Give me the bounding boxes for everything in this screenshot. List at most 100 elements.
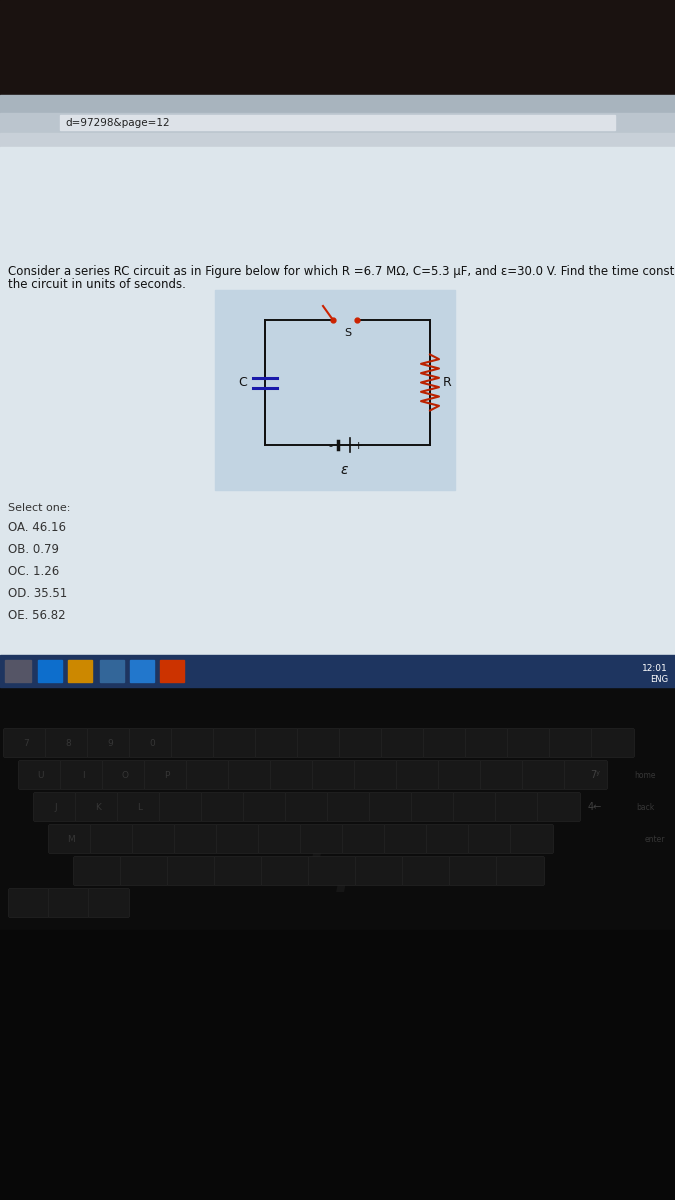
Text: I: I	[82, 770, 84, 780]
FancyBboxPatch shape	[537, 792, 580, 822]
FancyBboxPatch shape	[45, 728, 88, 757]
FancyBboxPatch shape	[18, 761, 61, 790]
FancyBboxPatch shape	[412, 792, 454, 822]
FancyBboxPatch shape	[144, 761, 188, 790]
FancyBboxPatch shape	[495, 792, 539, 822]
FancyBboxPatch shape	[76, 792, 119, 822]
FancyBboxPatch shape	[61, 761, 103, 790]
FancyBboxPatch shape	[88, 888, 130, 918]
FancyBboxPatch shape	[591, 728, 634, 757]
FancyBboxPatch shape	[466, 728, 508, 757]
Text: O: O	[122, 770, 128, 780]
FancyBboxPatch shape	[202, 792, 244, 822]
FancyBboxPatch shape	[261, 857, 310, 886]
Bar	[0, 686, 675, 1200]
FancyBboxPatch shape	[132, 824, 176, 853]
Text: hp: hp	[305, 848, 369, 892]
FancyBboxPatch shape	[308, 857, 356, 886]
Text: 7ʸ: 7ʸ	[590, 770, 600, 780]
FancyBboxPatch shape	[369, 792, 412, 822]
FancyBboxPatch shape	[256, 728, 298, 757]
Text: Select one:: Select one:	[8, 503, 70, 514]
Bar	[38, 660, 62, 682]
FancyBboxPatch shape	[423, 728, 466, 757]
Text: L: L	[138, 803, 142, 811]
Bar	[0, 146, 675, 655]
FancyBboxPatch shape	[300, 824, 344, 853]
FancyBboxPatch shape	[175, 824, 217, 853]
Text: +: +	[354, 440, 363, 451]
Bar	[0, 95, 675, 113]
Bar	[0, 133, 675, 146]
Text: 9: 9	[107, 738, 113, 748]
Text: OE. 56.82: OE. 56.82	[8, 608, 65, 622]
FancyBboxPatch shape	[481, 761, 524, 790]
Text: Consider a series RC circuit as in Figure below for which R =6.7 MΩ, C=5.3 μF, a: Consider a series RC circuit as in Figur…	[8, 265, 675, 278]
Text: 8: 8	[65, 738, 71, 748]
FancyBboxPatch shape	[90, 824, 134, 853]
Text: 0: 0	[149, 738, 155, 748]
Bar	[0, 655, 675, 686]
FancyBboxPatch shape	[271, 761, 313, 790]
FancyBboxPatch shape	[454, 792, 497, 822]
FancyBboxPatch shape	[244, 792, 286, 822]
FancyBboxPatch shape	[286, 792, 329, 822]
Bar	[0, 0, 675, 95]
Text: 12:01: 12:01	[642, 664, 668, 673]
Text: 7: 7	[23, 738, 29, 748]
FancyBboxPatch shape	[354, 761, 398, 790]
Bar	[215, 290, 455, 490]
FancyBboxPatch shape	[49, 888, 90, 918]
FancyBboxPatch shape	[439, 761, 481, 790]
Bar	[0, 113, 675, 133]
FancyBboxPatch shape	[508, 728, 551, 757]
FancyBboxPatch shape	[468, 824, 512, 853]
Text: enter: enter	[645, 834, 666, 844]
FancyBboxPatch shape	[159, 792, 202, 822]
FancyBboxPatch shape	[186, 761, 230, 790]
Bar	[60, 115, 615, 130]
FancyBboxPatch shape	[3, 728, 47, 757]
FancyBboxPatch shape	[217, 824, 259, 853]
Bar	[5, 660, 31, 682]
Bar	[130, 660, 154, 682]
Text: U: U	[38, 770, 45, 780]
Text: 4←: 4←	[588, 802, 602, 812]
Text: home: home	[634, 770, 655, 780]
FancyBboxPatch shape	[450, 857, 497, 886]
Bar	[68, 660, 92, 682]
FancyBboxPatch shape	[259, 824, 302, 853]
FancyBboxPatch shape	[356, 857, 404, 886]
Bar	[160, 660, 184, 682]
FancyBboxPatch shape	[49, 824, 92, 853]
FancyBboxPatch shape	[402, 857, 450, 886]
Bar	[0, 930, 675, 1200]
FancyBboxPatch shape	[213, 728, 256, 757]
FancyBboxPatch shape	[342, 824, 385, 853]
Text: OA. 46.16: OA. 46.16	[8, 521, 66, 534]
FancyBboxPatch shape	[103, 761, 146, 790]
FancyBboxPatch shape	[510, 824, 554, 853]
Text: OC. 1.26: OC. 1.26	[8, 565, 59, 578]
FancyBboxPatch shape	[117, 792, 161, 822]
Text: -: -	[328, 440, 332, 451]
FancyBboxPatch shape	[381, 728, 425, 757]
Bar	[100, 660, 124, 682]
Text: ENG: ENG	[650, 674, 668, 684]
FancyBboxPatch shape	[396, 761, 439, 790]
Text: C: C	[238, 376, 247, 389]
FancyBboxPatch shape	[313, 761, 356, 790]
FancyBboxPatch shape	[9, 888, 49, 918]
Text: J: J	[55, 803, 57, 811]
FancyBboxPatch shape	[130, 728, 173, 757]
FancyBboxPatch shape	[88, 728, 130, 757]
FancyBboxPatch shape	[564, 761, 608, 790]
Text: M: M	[67, 834, 75, 844]
Text: R: R	[443, 376, 452, 389]
Text: K: K	[95, 803, 101, 811]
Text: d=97298&page=12: d=97298&page=12	[65, 118, 169, 127]
FancyBboxPatch shape	[497, 857, 545, 886]
FancyBboxPatch shape	[522, 761, 566, 790]
FancyBboxPatch shape	[229, 761, 271, 790]
FancyBboxPatch shape	[121, 857, 169, 886]
